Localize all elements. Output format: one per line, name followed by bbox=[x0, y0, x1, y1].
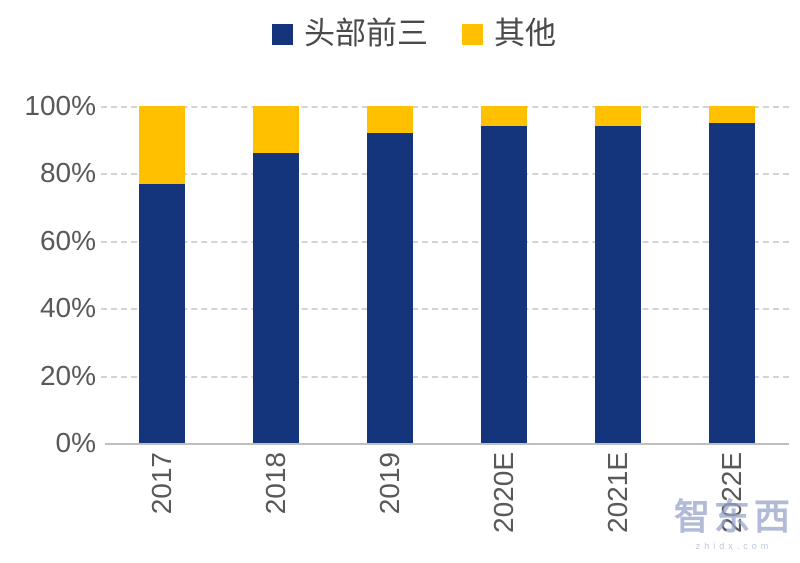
legend-item-top3: 头部前三 bbox=[272, 16, 428, 53]
bar-segment bbox=[481, 106, 527, 127]
bar-segment bbox=[139, 183, 185, 443]
bar-segment bbox=[367, 132, 413, 443]
stacked-bar bbox=[595, 106, 641, 443]
legend: 头部前三 其他 bbox=[14, 16, 800, 53]
legend-label-others: 其他 bbox=[494, 16, 556, 52]
legend-label-top3: 头部前三 bbox=[304, 16, 428, 52]
bar-segment bbox=[709, 106, 755, 123]
bars-row bbox=[105, 106, 789, 443]
gridline bbox=[101, 240, 789, 243]
legend-item-others: 其他 bbox=[462, 16, 556, 53]
x-tick-label: 2021E bbox=[602, 452, 633, 533]
stacked-bar bbox=[253, 106, 299, 443]
stacked-bar bbox=[709, 106, 755, 443]
y-tick-label: 60% bbox=[39, 224, 96, 256]
bar-2020e bbox=[447, 106, 561, 443]
bar-2022e bbox=[675, 106, 789, 443]
gridline bbox=[101, 308, 789, 311]
watermark-url: zhidx.com bbox=[695, 541, 773, 551]
bar-segment bbox=[595, 106, 641, 127]
bar-segment bbox=[709, 122, 755, 443]
gridline bbox=[101, 173, 789, 176]
bar-2021e bbox=[561, 106, 675, 443]
bar-2017 bbox=[105, 106, 219, 443]
gridline bbox=[101, 375, 789, 378]
bar-2019 bbox=[333, 106, 447, 443]
bar-segment bbox=[595, 126, 641, 443]
bar-segment bbox=[481, 126, 527, 443]
plot-area bbox=[101, 106, 789, 445]
x-tick-label: 2020E bbox=[488, 452, 519, 533]
watermark: 智东西 zhidx.com bbox=[674, 488, 794, 551]
x-tick-label: 2019 bbox=[374, 452, 405, 515]
y-tick-label: 100% bbox=[24, 90, 96, 121]
y-tick-label: 40% bbox=[39, 292, 96, 324]
stacked-bar bbox=[367, 106, 413, 443]
bar-segment bbox=[139, 106, 185, 184]
y-axis: 0% 20% 40% 60% 80% 100% bbox=[0, 92, 96, 457]
bar-segment bbox=[253, 106, 299, 154]
bar-segment bbox=[367, 106, 413, 133]
watermark-logo: 智东西 bbox=[673, 497, 794, 538]
y-tick-label: 80% bbox=[39, 157, 96, 189]
x-tick-label: 2017 bbox=[146, 452, 177, 515]
legend-swatch-others bbox=[462, 24, 483, 46]
gridline bbox=[101, 106, 789, 108]
bar-2018 bbox=[219, 106, 333, 443]
x-tick-label: 2018 bbox=[260, 452, 291, 515]
bar-segment bbox=[253, 153, 299, 443]
y-tick-label: 0% bbox=[55, 427, 96, 458]
y-tick-label: 20% bbox=[39, 359, 96, 391]
legend-swatch-top3 bbox=[272, 24, 293, 46]
stacked-bar bbox=[139, 106, 185, 443]
stacked-bar bbox=[481, 106, 527, 443]
